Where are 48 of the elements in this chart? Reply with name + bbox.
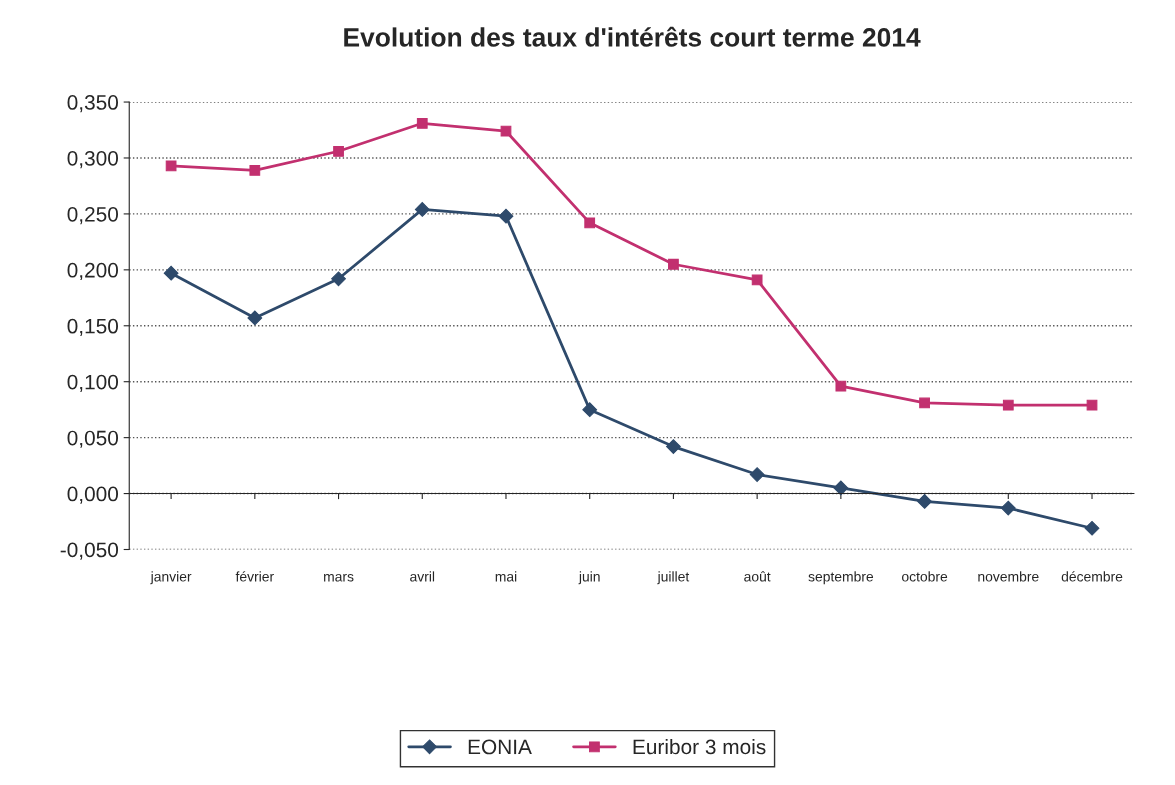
x-tick-label: septembre (808, 571, 874, 585)
x-tick-label: mai (495, 571, 517, 582)
x-tick-label: décembre (1061, 571, 1123, 582)
point (835, 380, 847, 392)
y-tick-label: 0,200 (67, 262, 119, 281)
point (919, 397, 930, 409)
point (331, 271, 346, 287)
point (749, 467, 765, 482)
point (249, 164, 261, 176)
y-tick-label: 0,250 (67, 206, 119, 225)
x-tick-label: juin (578, 571, 600, 585)
point (917, 494, 932, 509)
point (498, 208, 514, 224)
x-tick-label: juillet (657, 571, 690, 585)
y-tick-label: 0,300 (67, 150, 119, 169)
point (1002, 399, 1014, 411)
point (584, 217, 596, 229)
y-tick-label: -0,050 (60, 542, 119, 560)
point (247, 310, 263, 326)
y-tick-label: 0,100 (67, 374, 119, 392)
point (1086, 399, 1098, 411)
point (500, 125, 512, 137)
y-tick-label: 0,050 (67, 430, 119, 448)
point (163, 265, 179, 281)
y-tick-label: 0,000 (67, 486, 119, 504)
x-tick-label: août (744, 571, 771, 582)
point (751, 274, 763, 286)
point (666, 439, 681, 454)
x-tick-label: novembre (978, 571, 1039, 582)
x-tick-label: avril (410, 571, 435, 582)
point (582, 402, 598, 418)
x-tick-label: janvier (150, 571, 192, 585)
point (1084, 520, 1100, 536)
x-tick-label: octobre (902, 571, 948, 582)
point (165, 160, 177, 172)
chart-title: Evolution des taux d'intérêts court terme 2014 (344, 26, 921, 47)
point (333, 145, 344, 157)
x-tick-label: mars (324, 573, 354, 582)
point (1000, 500, 1016, 516)
point (414, 202, 430, 217)
y-tick-label: 0,150 (67, 318, 119, 336)
point (833, 480, 849, 496)
x-tick-label: février (235, 571, 274, 582)
point (416, 117, 428, 129)
point (668, 258, 679, 270)
legend-label: EONIA (468, 739, 532, 755)
legend-label: Euribor 3 mois (633, 738, 766, 755)
y-tick-label: 0,350 (67, 95, 119, 113)
